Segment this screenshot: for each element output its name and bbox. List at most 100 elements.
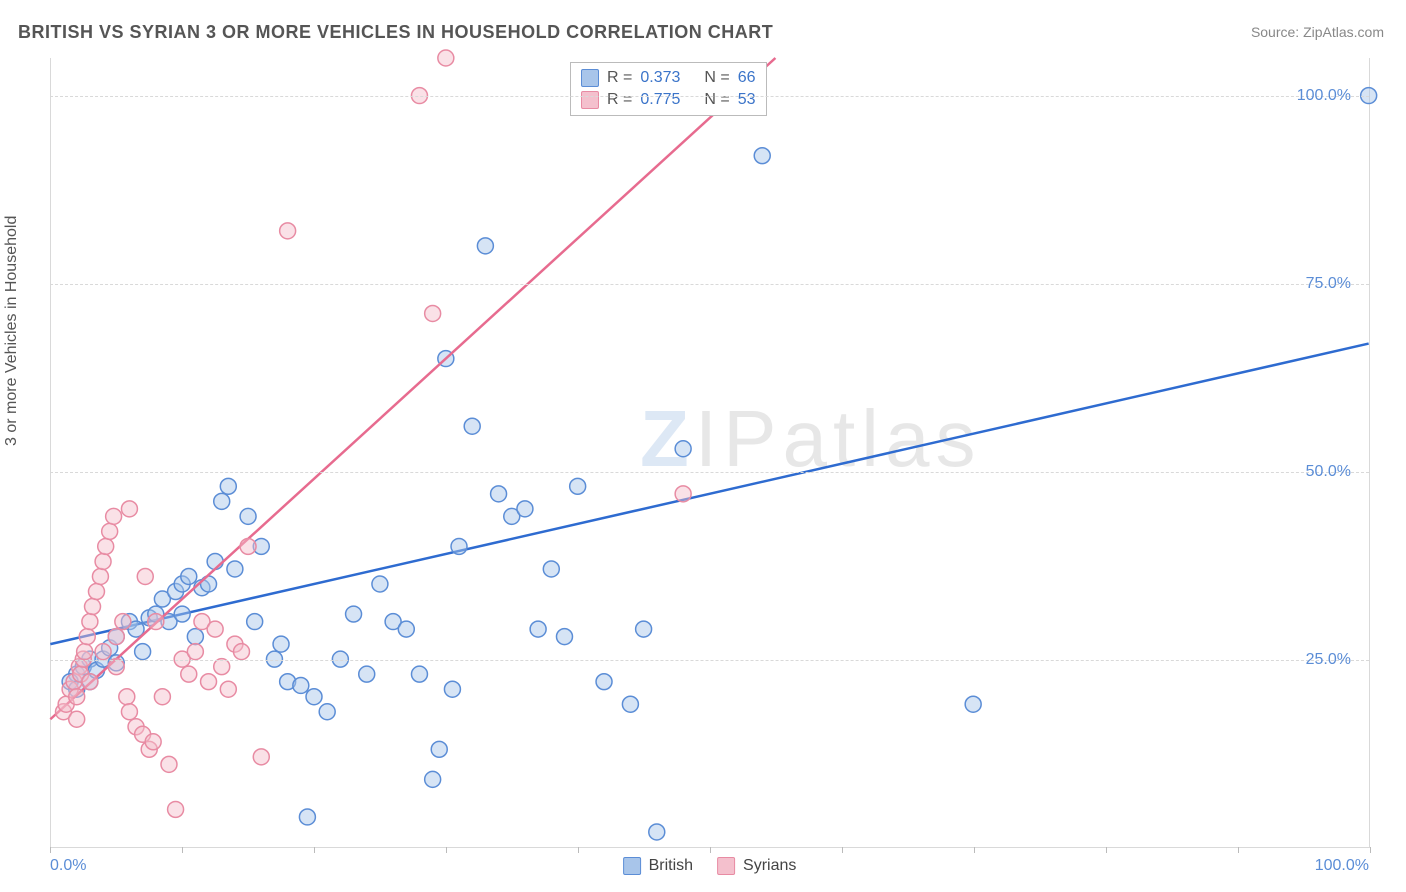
n-value: 53	[738, 91, 756, 109]
data-point	[220, 681, 236, 697]
chart-container: BRITISH VS SYRIAN 3 OR MORE VEHICLES IN …	[0, 0, 1406, 892]
data-point	[85, 599, 101, 615]
data-point	[253, 749, 269, 765]
gridline-h	[50, 284, 1369, 285]
x-tick-label-max: 100.0%	[1315, 857, 1369, 875]
data-point	[398, 621, 414, 637]
legend-item: Syrians	[717, 857, 796, 875]
data-point	[464, 418, 480, 434]
data-point	[214, 659, 230, 675]
data-point	[649, 824, 665, 840]
y-axis-label: 3 or more Vehicles in Household	[3, 216, 21, 446]
legend-item: British	[623, 857, 693, 875]
data-point	[187, 629, 203, 645]
data-point	[306, 689, 322, 705]
n-label: N =	[704, 91, 729, 109]
y-tick-label: 25.0%	[1306, 651, 1351, 669]
data-point	[425, 771, 441, 787]
data-point	[319, 704, 335, 720]
swatch-icon	[581, 91, 599, 109]
x-tick	[842, 847, 843, 853]
x-tick	[314, 847, 315, 853]
data-point	[299, 809, 315, 825]
gridline-h	[50, 660, 1369, 661]
x-tick	[446, 847, 447, 853]
series-legend: British Syrians	[623, 857, 797, 875]
data-point	[98, 538, 114, 554]
data-point	[451, 538, 467, 554]
data-point	[675, 486, 691, 502]
data-point	[102, 523, 118, 539]
data-point	[154, 689, 170, 705]
data-point	[273, 636, 289, 652]
data-point	[247, 614, 263, 630]
data-point	[207, 621, 223, 637]
data-point	[135, 644, 151, 660]
gridline-h	[50, 472, 1369, 473]
data-point	[201, 674, 217, 690]
legend-label: Syrians	[743, 857, 796, 875]
data-point	[240, 538, 256, 554]
data-point	[79, 629, 95, 645]
legend-label: British	[649, 857, 693, 875]
data-point	[425, 305, 441, 321]
data-point	[346, 606, 362, 622]
scatter-plot-svg	[50, 58, 1369, 847]
data-point	[491, 486, 507, 502]
swatch-icon	[623, 857, 641, 875]
data-point	[82, 674, 98, 690]
data-point	[181, 666, 197, 682]
data-point	[622, 696, 638, 712]
data-point	[411, 666, 427, 682]
data-point	[570, 478, 586, 494]
data-point	[148, 614, 164, 630]
data-point	[372, 576, 388, 592]
data-point	[234, 644, 250, 660]
data-point	[965, 696, 981, 712]
data-point	[227, 561, 243, 577]
n-label: N =	[704, 69, 729, 87]
data-point	[293, 677, 309, 693]
swatch-icon	[717, 857, 735, 875]
y-tick-label: 100.0%	[1297, 87, 1351, 105]
x-tick	[1370, 847, 1371, 853]
x-tick	[50, 847, 51, 853]
data-point	[636, 621, 652, 637]
data-point	[121, 501, 137, 517]
x-tick	[182, 847, 183, 853]
data-point	[77, 644, 93, 660]
plot-area: ZIPatlas R = 0.373 N = 66 R = 0.775 N = …	[50, 58, 1370, 848]
data-point	[174, 606, 190, 622]
data-point	[477, 238, 493, 254]
chart-title: BRITISH VS SYRIAN 3 OR MORE VEHICLES IN …	[18, 22, 773, 43]
stats-row: R = 0.373 N = 66	[581, 67, 756, 89]
source-attribution: Source: ZipAtlas.com	[1251, 24, 1384, 40]
data-point	[69, 711, 85, 727]
stats-legend: R = 0.373 N = 66 R = 0.775 N = 53	[570, 62, 767, 116]
data-point	[69, 689, 85, 705]
data-point	[675, 441, 691, 457]
x-tick-label-min: 0.0%	[50, 857, 86, 875]
data-point	[530, 621, 546, 637]
data-point	[95, 553, 111, 569]
data-point	[145, 734, 161, 750]
x-tick	[710, 847, 711, 853]
data-point	[438, 50, 454, 66]
data-point	[431, 741, 447, 757]
data-point	[754, 148, 770, 164]
y-tick-label: 50.0%	[1306, 463, 1351, 481]
data-point	[108, 659, 124, 675]
trend-line	[50, 344, 1368, 645]
x-tick	[1238, 847, 1239, 853]
r-label: R =	[607, 91, 632, 109]
x-tick	[578, 847, 579, 853]
data-point	[95, 644, 111, 660]
data-point	[82, 614, 98, 630]
r-label: R =	[607, 69, 632, 87]
y-tick-label: 75.0%	[1306, 275, 1351, 293]
data-point	[168, 801, 184, 817]
data-point	[517, 501, 533, 517]
data-point	[161, 756, 177, 772]
data-point	[240, 508, 256, 524]
data-point	[280, 223, 296, 239]
